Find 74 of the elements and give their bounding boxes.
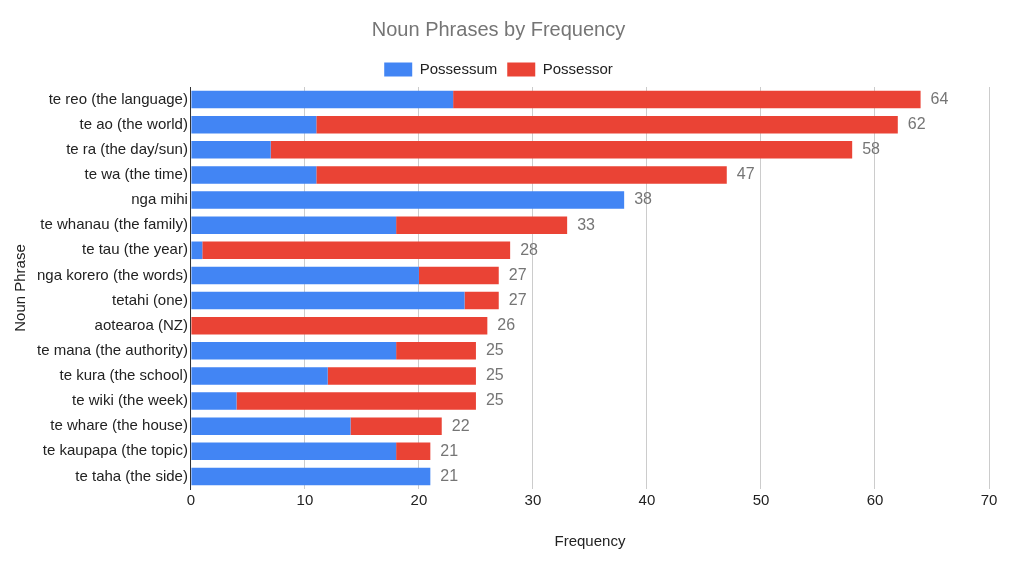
total-label: 64: [930, 89, 949, 107]
bar: [453, 90, 921, 109]
bar: [418, 266, 499, 285]
bar: [191, 392, 237, 410]
bar: [396, 442, 431, 461]
total-label: 25: [485, 366, 504, 384]
legend-label: Possessor: [542, 59, 613, 77]
y-tick-label: te kaupapa (the topic): [42, 441, 188, 459]
y-tick-label: te kura (the school): [59, 366, 188, 384]
bar: [270, 141, 853, 159]
total-label: 27: [508, 290, 527, 308]
bar: [316, 115, 898, 134]
bar: [191, 342, 397, 360]
bar: [464, 291, 499, 310]
bar: [191, 417, 351, 435]
bar: [191, 291, 465, 310]
x-tick-label: 60: [866, 491, 884, 509]
bar: [202, 241, 511, 260]
bar: [191, 241, 203, 260]
x-tick-label: 50: [752, 491, 770, 509]
chart-title: Noun Phrases by Frequency: [371, 17, 626, 40]
legend-label: Possessum: [419, 59, 498, 77]
y-tick-label: nga mihi: [131, 190, 188, 208]
bar: [236, 392, 476, 410]
total-label: 27: [508, 265, 527, 283]
total-label: 58: [862, 140, 881, 158]
bar: [316, 166, 727, 184]
bar: [191, 216, 397, 234]
x-tick-label: 30: [524, 491, 542, 509]
bar: [396, 342, 476, 360]
y-tick-label: te ao (the world): [79, 114, 188, 132]
total-label: 28: [520, 240, 539, 258]
y-tick-label: te tau (the year): [82, 240, 188, 258]
y-tick-label: te whanau (the family): [40, 215, 188, 233]
x-tick-label: 40: [638, 491, 656, 509]
x-tick-label: 20: [410, 491, 428, 509]
bar: [191, 90, 454, 109]
total-label: 25: [485, 391, 504, 409]
x-tick-label: 0: [186, 491, 196, 509]
total-label: 26: [497, 316, 516, 334]
y-tick-label: aotearoa (NZ): [94, 315, 188, 333]
bar: [191, 367, 328, 385]
total-label: 33: [577, 215, 596, 233]
bar: [191, 467, 431, 486]
y-tick-label: te reo (the language): [48, 89, 188, 107]
bar: [191, 266, 419, 285]
y-tick-label: te wiki (the week): [72, 391, 188, 409]
y-tick-label: te taha (the side): [75, 466, 188, 484]
total-label: 38: [634, 190, 653, 208]
y-tick-label: nga korero (the words): [37, 265, 188, 283]
y-tick-label: te whare (the house): [50, 416, 188, 434]
bar: [396, 216, 568, 234]
y-tick-label: te mana (the authority): [36, 340, 188, 358]
y-tick-label: te ra (the day/sun): [66, 139, 188, 157]
total-label: 25: [485, 341, 504, 359]
total-label: 62: [907, 115, 926, 133]
y-tick-label: te wa (the time): [84, 165, 188, 183]
bar: [191, 115, 317, 134]
bar: [350, 417, 442, 435]
y-tick-label: tetahi (one): [112, 290, 188, 308]
x-axis-title: Frequency: [554, 532, 626, 550]
bar: [191, 166, 317, 184]
y-axis-title: Noun Phrase: [11, 244, 29, 332]
bar: [191, 442, 397, 461]
total-label: 22: [451, 416, 470, 434]
x-tick-label: 10: [296, 491, 314, 509]
total-label: 21: [440, 441, 459, 459]
total-label: 21: [440, 466, 459, 484]
bar: [191, 316, 488, 335]
total-label: 47: [736, 165, 755, 183]
bar: [191, 191, 625, 209]
bar: [327, 367, 476, 385]
x-tick-label: 70: [980, 491, 998, 509]
bar: [191, 141, 271, 159]
